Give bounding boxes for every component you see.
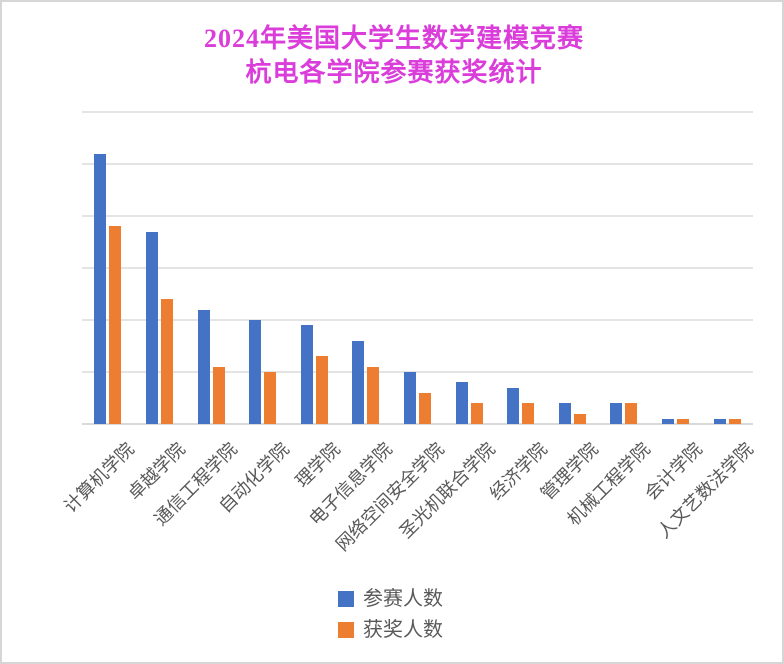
legend: 参赛人数 获奖人数 xyxy=(338,588,443,641)
gridline xyxy=(82,163,753,165)
gridline xyxy=(82,267,753,269)
bar-group xyxy=(288,112,340,424)
gridline xyxy=(82,215,753,217)
legend-label-winners: 获奖人数 xyxy=(363,619,443,641)
bar-参赛人数 xyxy=(455,382,468,424)
gridline xyxy=(82,111,753,113)
bar-参赛人数 xyxy=(352,341,365,424)
chart-title: 2024年美国大学生数学建模竞赛 杭电各学院参赛获奖统计 xyxy=(2,22,782,90)
bar-参赛人数 xyxy=(610,403,623,424)
bar-group xyxy=(134,112,186,424)
plot-area xyxy=(82,111,753,425)
bar-group xyxy=(546,112,598,424)
gridline xyxy=(82,371,753,373)
bar-group xyxy=(340,112,392,424)
bar-获奖人数 xyxy=(315,356,328,424)
bar-获奖人数 xyxy=(677,419,689,424)
bar-参赛人数 xyxy=(249,320,262,424)
bar-获奖人数 xyxy=(367,367,380,424)
bar-获奖人数 xyxy=(109,226,122,424)
legend-item-winners: 获奖人数 xyxy=(338,619,443,641)
bar-获奖人数 xyxy=(212,367,225,424)
bar-参赛人数 xyxy=(507,388,520,424)
bar-获奖人数 xyxy=(160,299,173,424)
bar-获奖人数 xyxy=(470,403,483,424)
legend-label-participants: 参赛人数 xyxy=(363,588,443,610)
bar-参赛人数 xyxy=(197,310,210,424)
bar-参赛人数 xyxy=(94,154,107,424)
x-axis-line xyxy=(82,423,753,425)
bar-group xyxy=(237,112,289,424)
bar-参赛人数 xyxy=(558,403,571,424)
bar-参赛人数 xyxy=(403,372,416,424)
winners-square-icon xyxy=(338,622,354,638)
bar-group xyxy=(650,112,702,424)
bar-参赛人数 xyxy=(145,232,158,424)
chart-title-line1: 2024年美国大学生数学建模竞赛 xyxy=(203,24,584,53)
bar-获奖人数 xyxy=(522,403,535,424)
bar-groups xyxy=(82,112,753,424)
bar-参赛人数 xyxy=(662,419,674,424)
bar-group xyxy=(392,112,444,424)
bar-group xyxy=(495,112,547,424)
bar-获奖人数 xyxy=(264,372,277,424)
bar-group xyxy=(82,112,134,424)
bar-group xyxy=(701,112,753,424)
x-axis-label: 计算机学院 xyxy=(59,438,138,517)
bar-获奖人数 xyxy=(573,414,586,424)
participants-square-icon xyxy=(338,591,354,607)
bar-group xyxy=(443,112,495,424)
bar-group xyxy=(185,112,237,424)
bar-参赛人数 xyxy=(713,419,726,424)
bar-获奖人数 xyxy=(625,403,638,424)
bar-参赛人数 xyxy=(300,325,313,424)
bar-group xyxy=(598,112,650,424)
chart-title-line2: 杭电各学院参赛获奖统计 xyxy=(245,58,543,87)
gridline xyxy=(82,319,753,321)
bar-获奖人数 xyxy=(418,393,431,424)
legend-item-participants: 参赛人数 xyxy=(338,588,443,610)
bar-获奖人数 xyxy=(728,419,741,424)
